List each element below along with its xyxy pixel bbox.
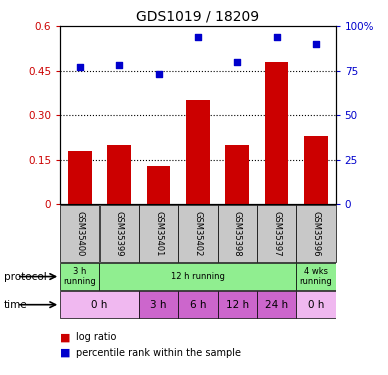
Text: time: time bbox=[4, 300, 28, 310]
FancyBboxPatch shape bbox=[178, 205, 218, 262]
Text: percentile rank within the sample: percentile rank within the sample bbox=[76, 348, 241, 357]
Bar bbox=[107, 145, 131, 204]
Text: 12 h: 12 h bbox=[226, 300, 249, 310]
Text: GSM35399: GSM35399 bbox=[115, 211, 124, 256]
FancyBboxPatch shape bbox=[139, 205, 178, 262]
Bar bbox=[186, 100, 210, 204]
Text: 3 h
running: 3 h running bbox=[64, 267, 96, 286]
Point bbox=[313, 41, 319, 47]
Text: 6 h: 6 h bbox=[190, 300, 206, 310]
Title: GDS1019 / 18209: GDS1019 / 18209 bbox=[136, 10, 260, 24]
Point bbox=[116, 62, 122, 68]
FancyBboxPatch shape bbox=[99, 263, 296, 290]
Text: GSM35396: GSM35396 bbox=[312, 211, 320, 256]
Bar bbox=[265, 62, 288, 204]
Point bbox=[195, 34, 201, 40]
Text: ■: ■ bbox=[60, 348, 71, 357]
Text: 0 h: 0 h bbox=[308, 300, 324, 310]
Bar bbox=[304, 136, 328, 204]
Text: 0 h: 0 h bbox=[91, 300, 108, 310]
FancyBboxPatch shape bbox=[296, 205, 336, 262]
FancyBboxPatch shape bbox=[139, 291, 178, 318]
FancyBboxPatch shape bbox=[60, 291, 139, 318]
FancyBboxPatch shape bbox=[218, 205, 257, 262]
Bar bbox=[147, 166, 170, 204]
FancyBboxPatch shape bbox=[178, 291, 218, 318]
Bar bbox=[68, 151, 92, 204]
Text: protocol: protocol bbox=[4, 272, 47, 282]
Text: ■: ■ bbox=[60, 333, 71, 342]
Bar bbox=[225, 145, 249, 204]
Text: GSM35401: GSM35401 bbox=[154, 211, 163, 256]
FancyBboxPatch shape bbox=[60, 205, 99, 262]
Text: 12 h running: 12 h running bbox=[171, 272, 225, 281]
FancyBboxPatch shape bbox=[296, 291, 336, 318]
FancyBboxPatch shape bbox=[60, 263, 99, 290]
Text: GSM35402: GSM35402 bbox=[193, 211, 203, 256]
Point bbox=[234, 59, 240, 65]
Text: GSM35400: GSM35400 bbox=[75, 211, 84, 256]
Text: GSM35397: GSM35397 bbox=[272, 211, 281, 256]
FancyBboxPatch shape bbox=[218, 291, 257, 318]
FancyBboxPatch shape bbox=[100, 205, 139, 262]
FancyBboxPatch shape bbox=[257, 291, 296, 318]
FancyBboxPatch shape bbox=[257, 205, 296, 262]
Text: 24 h: 24 h bbox=[265, 300, 288, 310]
FancyBboxPatch shape bbox=[296, 263, 336, 290]
Point bbox=[156, 71, 162, 77]
Text: GSM35398: GSM35398 bbox=[233, 211, 242, 256]
Text: 4 wks
running: 4 wks running bbox=[300, 267, 332, 286]
Text: log ratio: log ratio bbox=[76, 333, 116, 342]
Point bbox=[77, 64, 83, 70]
Text: 3 h: 3 h bbox=[150, 300, 167, 310]
Point bbox=[274, 34, 280, 40]
